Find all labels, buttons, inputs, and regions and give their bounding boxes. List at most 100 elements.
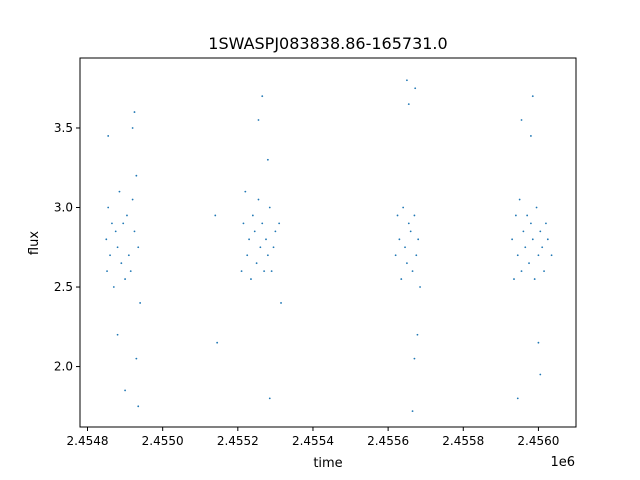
data-point [543,270,545,273]
data-point [411,270,414,273]
data-point [127,254,130,257]
data-point [394,254,397,257]
data-point [265,238,267,241]
data-point [259,246,262,249]
data-point [530,135,532,137]
data-point [531,95,534,98]
data-point [124,278,126,280]
x-offset-label: 1e6 [550,455,575,470]
data-point [266,254,269,257]
data-point [255,262,258,265]
data-point [545,222,547,225]
data-point [116,246,119,249]
y-axis-label: flux [27,231,42,255]
data-point [118,190,121,193]
data-point [537,254,540,257]
data-point [106,270,108,273]
data-point [214,214,217,217]
data-point [112,286,115,288]
data-point [406,262,408,265]
data-points [105,79,553,412]
data-point [268,397,271,400]
data-point [107,135,110,137]
data-point [524,246,527,249]
data-point [402,206,405,209]
data-point [546,238,549,241]
data-point [414,87,417,90]
data-point [137,246,140,249]
data-point [261,222,264,225]
data-point [537,341,540,344]
data-point [419,286,421,288]
data-point [242,222,245,225]
data-point [533,278,536,280]
data-point [516,397,519,400]
x-tick-label: 2.4558 [442,434,484,448]
data-point [240,270,243,273]
data-point [514,214,517,217]
y-axis: 2.0 2.5 3.0 3.5 [54,121,80,374]
data-point [107,206,110,209]
data-point [404,246,406,249]
data-point [114,230,117,233]
data-point [248,238,250,241]
data-point [278,222,281,225]
data-point [415,254,418,257]
data-point [131,127,134,129]
data-point [274,230,277,233]
y-tick-label: 3.0 [54,201,73,215]
data-point [400,278,403,280]
x-tick-label: 2.4560 [517,434,559,448]
data-point [135,174,138,177]
data-point [131,198,134,201]
data-point [518,198,521,201]
data-point [253,230,256,233]
data-point [535,206,538,209]
data-point [522,230,525,233]
y-tick-label: 3.5 [54,121,73,135]
data-point [413,357,416,360]
x-tick-label: 2.4556 [367,434,409,448]
data-point [407,103,410,106]
data-point [116,333,119,336]
x-tick-label: 2.4548 [67,434,109,448]
data-point [109,254,111,257]
data-point [516,254,519,257]
y-tick-label: 2.5 [54,280,73,294]
data-point [124,389,126,392]
data-point [530,222,532,225]
data-point [257,198,260,201]
data-point [280,302,282,304]
chart-title: 1SWASPJ083838.86-165731.0 [208,34,447,53]
data-point [263,270,266,273]
data-point [520,119,523,121]
data-point [409,230,412,233]
data-point [550,254,553,257]
data-point [257,119,260,121]
data-point [135,357,138,360]
data-point [541,246,544,249]
data-point [396,214,399,217]
data-point [139,302,142,304]
data-point [411,410,414,412]
data-point [133,111,136,113]
data-point [268,206,271,209]
data-point [246,254,249,257]
data-point [261,95,264,98]
data-point [513,278,515,280]
data-point [413,214,416,217]
data-point [272,246,275,249]
x-axis-label: time [313,456,342,471]
data-point [417,238,420,241]
data-point [416,333,419,336]
data-point [111,222,113,225]
data-point [526,214,529,217]
data-point [398,238,401,241]
x-tick-label: 2.4552 [217,434,259,448]
data-point [539,373,542,376]
data-point [406,79,408,82]
data-point [250,278,252,280]
data-point [270,270,273,273]
